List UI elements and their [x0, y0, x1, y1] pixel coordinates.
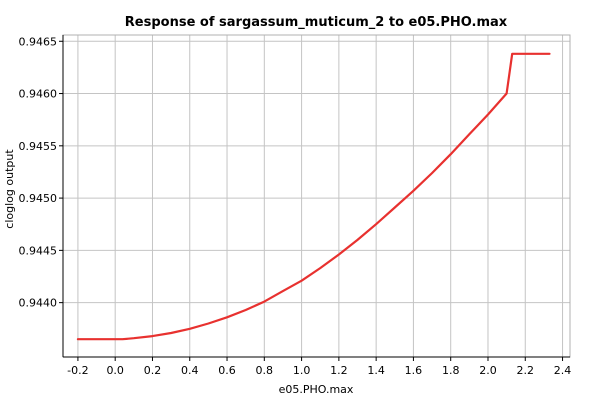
x-tick-label: -0.2 [67, 364, 88, 377]
x-tick-label: 1.6 [405, 364, 423, 377]
y-tick-label: 0.9460 [19, 88, 58, 101]
x-tick-label: 0.0 [106, 364, 124, 377]
grid-lines [63, 35, 570, 357]
y-tick-label: 0.9445 [19, 244, 58, 257]
chart-title: Response of sargassum_muticum_2 to e05.P… [125, 15, 508, 30]
x-tick-label: 2.4 [554, 364, 572, 377]
x-tick-label: 2.2 [517, 364, 535, 377]
y-tick-label: 0.9450 [19, 192, 58, 205]
y-tick-label: 0.9455 [19, 140, 58, 153]
x-axis-label: e05.PHO.max [279, 383, 354, 396]
x-tick-label: 2.0 [479, 364, 497, 377]
x-tick-label: 1.0 [293, 364, 311, 377]
x-tick-label: 0.4 [181, 364, 199, 377]
y-tick-label: 0.9440 [19, 297, 58, 310]
response-curve-line [76, 52, 551, 341]
y-axis: 0.9440 0.9445 0.9450 0.9455 0.9460 0.9465 [19, 35, 64, 357]
y-axis-label: cloglog output [3, 149, 16, 229]
x-tick-label: 0.8 [256, 364, 274, 377]
y-tick-label: 0.9465 [19, 35, 58, 48]
x-axis: -0.2 0.0 0.2 0.4 0.6 0.8 1.0 1.2 1.4 1.6 1.8 2.0 2.2… [63, 356, 572, 377]
x-tick-label: 0.2 [144, 364, 162, 377]
x-tick-label: 1.2 [330, 364, 348, 377]
x-tick-label: 0.6 [218, 364, 236, 377]
x-tick-label: 1.4 [367, 364, 385, 377]
x-tick-label: 1.8 [442, 364, 460, 377]
series-layer [76, 52, 551, 341]
